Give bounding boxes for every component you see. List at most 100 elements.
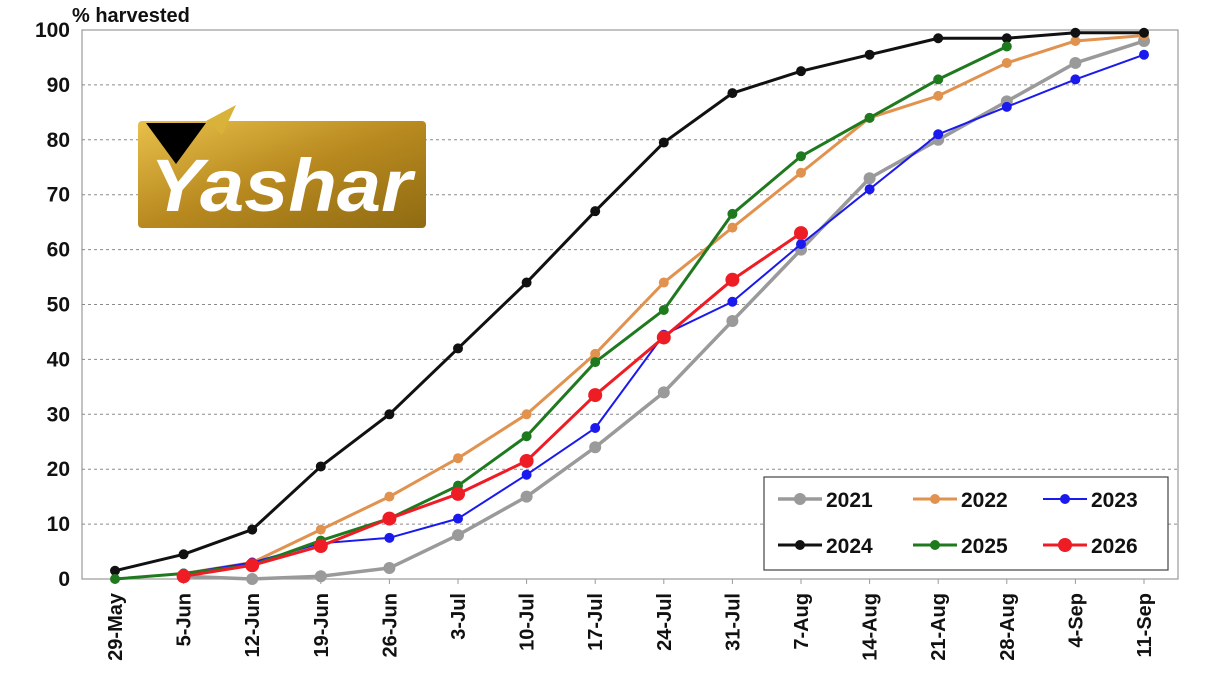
data-point-2024 bbox=[933, 33, 944, 44]
x-tick-label: 26-Jun bbox=[379, 593, 401, 657]
data-point-2024 bbox=[453, 343, 463, 354]
y-axis-label: % harvested bbox=[72, 5, 190, 27]
x-tick-label: 4-Sep bbox=[1065, 593, 1087, 647]
data-point-2025 bbox=[521, 431, 532, 442]
legend-swatch-marker bbox=[794, 493, 806, 505]
data-point-2024 bbox=[178, 549, 189, 560]
data-point-2021 bbox=[1069, 56, 1082, 69]
data-point-2024 bbox=[247, 524, 258, 535]
series-2024 bbox=[110, 27, 1149, 576]
x-tick-label: 3-Jul bbox=[448, 593, 470, 640]
x-tick-label: 14-Aug bbox=[860, 593, 882, 661]
y-tick-label: 30 bbox=[47, 403, 70, 426]
data-point-2021 bbox=[246, 573, 259, 585]
legend-label: 2021 bbox=[826, 489, 873, 512]
y-tick-label: 80 bbox=[47, 129, 70, 152]
series-line-2026 bbox=[183, 231, 802, 578]
data-point-2026 bbox=[451, 486, 465, 501]
series-2026 bbox=[176, 226, 808, 584]
y-tick-label: 10 bbox=[47, 513, 70, 536]
data-point-2024 bbox=[590, 206, 601, 217]
legend-swatch-marker bbox=[1058, 538, 1072, 552]
x-tick-label: 17-Jul bbox=[585, 593, 607, 651]
data-point-2025 bbox=[796, 151, 806, 162]
data-point-2023 bbox=[796, 239, 806, 250]
x-tick-label: 5-Jun bbox=[174, 593, 196, 646]
data-point-2026 bbox=[519, 453, 534, 468]
x-tick-label: 21-Aug bbox=[928, 593, 950, 661]
data-point-2024 bbox=[1001, 33, 1012, 44]
data-point-2025 bbox=[864, 112, 875, 123]
legend-item-2025: 2025 bbox=[913, 535, 1008, 558]
y-tick-label: 90 bbox=[47, 74, 70, 97]
data-point-2024 bbox=[521, 277, 532, 288]
x-tick-label: 24-Jul bbox=[654, 593, 676, 651]
data-point-2022 bbox=[727, 222, 738, 233]
data-point-2022 bbox=[658, 277, 669, 288]
legend-swatch-marker bbox=[930, 494, 940, 504]
legend-item-2021: 2021 bbox=[778, 489, 873, 512]
data-point-2023 bbox=[933, 129, 944, 140]
data-point-2021 bbox=[383, 562, 396, 575]
data-point-2025 bbox=[933, 74, 944, 85]
data-point-2024 bbox=[110, 565, 120, 576]
y-tick-label: 70 bbox=[47, 184, 70, 207]
data-point-2021 bbox=[863, 172, 876, 185]
legend-label: 2024 bbox=[826, 535, 873, 558]
data-point-2021 bbox=[589, 441, 602, 454]
x-tick-label: 11-Sep bbox=[1134, 593, 1156, 657]
data-point-2022 bbox=[1070, 35, 1081, 46]
data-point-2021 bbox=[314, 570, 327, 583]
y-tick-label: 60 bbox=[47, 239, 70, 262]
yashar-logo: Yashar bbox=[138, 105, 426, 228]
data-point-2023 bbox=[1001, 101, 1012, 112]
data-point-2025 bbox=[110, 574, 120, 584]
data-point-2022 bbox=[384, 491, 395, 502]
data-point-2022 bbox=[1001, 57, 1012, 68]
y-axis-ticks: 0 10 20 30 40 50 60 70 80 90 100 bbox=[35, 19, 70, 591]
data-point-2021 bbox=[726, 314, 739, 327]
data-point-2026 bbox=[588, 388, 603, 403]
data-point-2023 bbox=[384, 532, 395, 543]
data-point-2022 bbox=[933, 90, 944, 101]
y-tick-label: 0 bbox=[58, 568, 70, 591]
x-tick-label: 10-Jul bbox=[517, 593, 539, 651]
series-line-2024 bbox=[114, 31, 1144, 573]
data-point-2022 bbox=[521, 409, 532, 420]
data-point-2025 bbox=[727, 208, 738, 219]
x-tick-label: 7-Aug bbox=[791, 593, 813, 650]
data-point-2024 bbox=[796, 66, 806, 77]
data-point-2026 bbox=[382, 511, 397, 526]
x-tick-label: 12-Jun bbox=[242, 593, 264, 657]
data-point-2023 bbox=[1070, 74, 1081, 85]
data-point-2021 bbox=[452, 529, 464, 542]
x-tick-label: 19-Jun bbox=[311, 593, 333, 657]
data-point-2025 bbox=[590, 357, 601, 368]
data-point-2024 bbox=[658, 137, 669, 148]
data-point-2024 bbox=[1139, 27, 1149, 38]
legend-item-2026: 2026 bbox=[1043, 535, 1138, 558]
data-point-2024 bbox=[315, 461, 326, 472]
data-point-2026 bbox=[656, 330, 671, 345]
data-point-2026 bbox=[176, 569, 191, 584]
data-point-2023 bbox=[1139, 49, 1149, 60]
data-point-2023 bbox=[590, 423, 601, 434]
data-point-2022 bbox=[590, 348, 601, 359]
legend-item-2024: 2024 bbox=[778, 535, 873, 558]
data-point-2025 bbox=[658, 304, 669, 315]
data-point-2026 bbox=[794, 226, 808, 241]
data-point-2024 bbox=[864, 49, 875, 60]
data-point-2022 bbox=[315, 524, 326, 535]
legend-swatch-marker bbox=[795, 540, 805, 550]
y-tick-label: 40 bbox=[47, 348, 70, 371]
y-tick-label: 50 bbox=[47, 294, 70, 317]
data-point-2023 bbox=[453, 513, 463, 524]
data-point-2023 bbox=[521, 469, 532, 480]
data-point-2026 bbox=[313, 539, 328, 554]
x-tick-label: 28-Aug bbox=[997, 593, 1019, 661]
data-point-2024 bbox=[727, 88, 738, 99]
logo-background bbox=[138, 121, 426, 228]
y-tick-label: 20 bbox=[47, 458, 70, 481]
legend: 2021 2022 2023 2024 2025 2026 bbox=[763, 476, 1169, 571]
